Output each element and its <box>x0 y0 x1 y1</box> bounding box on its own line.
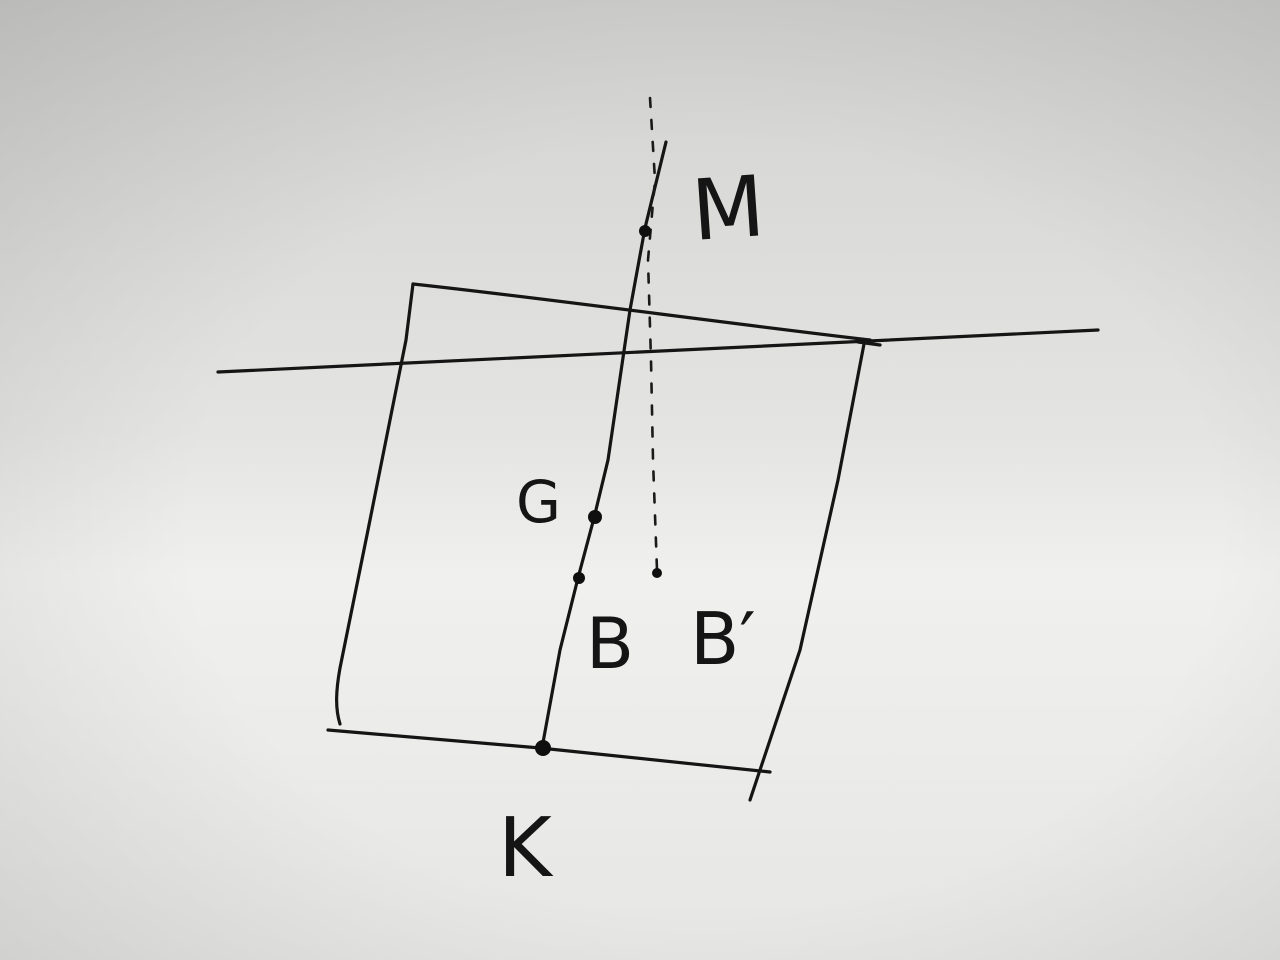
point-b <box>573 572 585 584</box>
point-g <box>588 510 602 524</box>
dashed-line-to-b-prime <box>646 96 659 572</box>
water-line <box>216 328 1100 374</box>
center-line-mgbk <box>540 140 668 750</box>
point-b-prime <box>652 568 662 578</box>
square-left-edge <box>335 282 415 726</box>
point-m <box>639 225 651 237</box>
label-b-prime: B′ <box>690 597 756 681</box>
square-right-edge <box>748 340 882 802</box>
label-m: M <box>689 157 768 260</box>
label-b: B <box>586 603 634 685</box>
label-g: G <box>516 468 561 536</box>
label-k: K <box>498 801 554 896</box>
square-top-edge <box>411 282 872 342</box>
point-k <box>535 740 551 756</box>
